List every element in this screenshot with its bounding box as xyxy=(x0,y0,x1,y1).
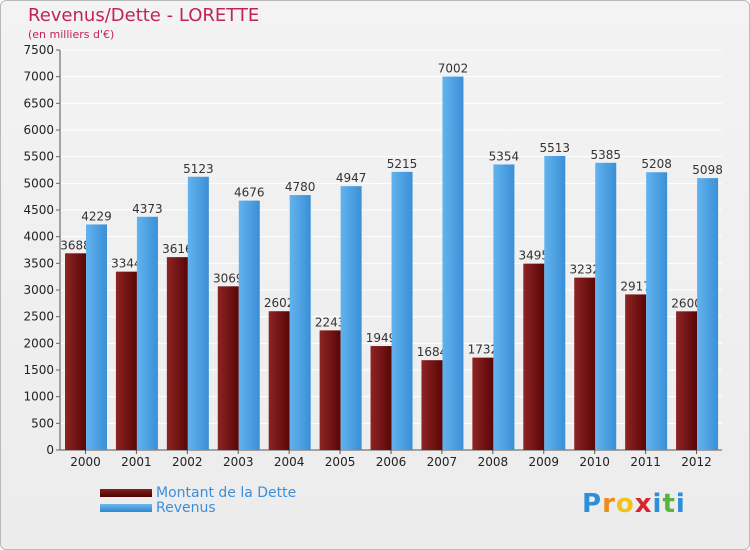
bar-dette xyxy=(676,311,698,450)
y-tick-label: 6500 xyxy=(23,96,54,110)
bar-dette-label: 2602 xyxy=(264,296,295,310)
legend-label-revenus: Revenus xyxy=(156,500,216,516)
bar-dette xyxy=(472,357,494,450)
chart-title: Revenus/Dette - LORETTE xyxy=(28,5,260,26)
y-tick-label: 2500 xyxy=(23,310,54,324)
bar-revenus xyxy=(544,155,566,450)
bar-dette-label: 1732 xyxy=(468,343,499,357)
bar-revenus xyxy=(646,172,668,451)
bar-dette xyxy=(319,330,341,450)
bar-revenus xyxy=(391,171,413,450)
bar-revenus xyxy=(187,176,209,451)
bar-dette xyxy=(421,360,443,450)
y-tick-label: 1500 xyxy=(23,363,54,377)
bar-revenus-label: 5215 xyxy=(387,157,418,171)
y-tick-label: 4000 xyxy=(23,230,54,244)
bar-revenus-label: 5354 xyxy=(489,149,520,163)
bar-revenus-label: 5513 xyxy=(540,141,571,155)
bar-dette-label: 3495 xyxy=(519,249,550,263)
bar-dette-label: 2917 xyxy=(620,279,651,293)
x-tick-label: 2000 xyxy=(70,455,101,469)
bar-dette xyxy=(523,263,545,450)
y-tick-label: 7500 xyxy=(23,43,54,57)
bar-dette xyxy=(217,286,239,450)
bar-dette-label: 3616 xyxy=(162,242,193,256)
bar-revenus xyxy=(697,178,719,450)
chart-subtitle: (en milliers d'€) xyxy=(28,28,115,41)
bar-revenus-label: 5385 xyxy=(590,148,621,162)
bar-dette xyxy=(115,271,137,450)
bar-revenus xyxy=(595,162,617,451)
bar-revenus xyxy=(86,224,107,450)
y-tick-label: 1000 xyxy=(23,390,54,404)
x-tick-label: 2006 xyxy=(376,455,407,469)
x-tick-label: 2012 xyxy=(681,455,712,469)
bar-dette xyxy=(370,346,392,450)
legend-swatch-dette xyxy=(100,489,152,497)
x-tick-label: 2007 xyxy=(427,455,458,469)
bar-dette-label: 3069 xyxy=(213,271,244,285)
legend-swatch-revenus xyxy=(100,504,152,512)
bar-dette xyxy=(166,257,188,450)
legend-label-dette: Montant de la Dette xyxy=(156,485,297,501)
bar-revenus-label: 4229 xyxy=(81,209,112,223)
x-tick-label: 2009 xyxy=(528,455,559,469)
logo-letter: x xyxy=(634,489,653,519)
y-tick-label: 500 xyxy=(31,416,54,430)
bar-revenus-label: 5123 xyxy=(183,162,214,176)
x-tick-label: 2002 xyxy=(172,455,203,469)
bar-revenus-label: 5208 xyxy=(641,157,672,171)
bar-revenus-label: 7002 xyxy=(438,62,469,76)
bar-dette-label: 1949 xyxy=(366,331,397,345)
x-tick-label: 2010 xyxy=(579,455,610,469)
x-tick-label: 2011 xyxy=(630,455,661,469)
bar-revenus xyxy=(340,186,362,450)
bar-dette-label: 3688 xyxy=(60,238,91,252)
proxiti-logo: Proxiti xyxy=(582,489,686,519)
x-tick-label: 2001 xyxy=(121,455,152,469)
bar-revenus xyxy=(289,195,311,450)
y-tick-label: 2000 xyxy=(23,336,54,350)
y-tick-label: 3000 xyxy=(23,283,54,297)
y-tick-label: 4500 xyxy=(23,203,54,217)
x-tick-label: 2003 xyxy=(223,455,254,469)
logo-letter: t xyxy=(662,489,676,519)
bar-revenus-label: 4373 xyxy=(132,202,163,216)
bar-dette xyxy=(65,253,86,450)
bar-revenus-label: 4947 xyxy=(336,171,367,185)
bar-revenus xyxy=(136,216,158,450)
x-tick-label: 2005 xyxy=(325,455,356,469)
y-tick-label: 0 xyxy=(46,443,54,457)
bar-revenus xyxy=(493,164,515,450)
bar-revenus-label: 4780 xyxy=(285,180,316,194)
logo-letter: i xyxy=(652,489,663,519)
y-tick-label: 6000 xyxy=(23,123,54,137)
y-tick-label: 7000 xyxy=(23,70,54,84)
bar-dette-label: 2600 xyxy=(671,296,702,310)
x-tick-label: 2008 xyxy=(478,455,509,469)
logo-letter: o xyxy=(615,489,635,519)
bar-dette-label: 2243 xyxy=(315,315,346,329)
bar-revenus-label: 4676 xyxy=(234,186,265,200)
bar-dette-label: 3232 xyxy=(569,263,600,277)
bar-dette xyxy=(625,294,647,450)
x-tick-label: 2004 xyxy=(274,455,305,469)
bar-revenus xyxy=(442,76,464,450)
bar-revenus-label: 5098 xyxy=(692,163,723,177)
logo-letter: r xyxy=(602,489,616,519)
bar-dette-label: 3344 xyxy=(111,257,142,271)
bar-dette xyxy=(268,311,290,450)
bar-dette-label: 1684 xyxy=(417,345,448,359)
y-tick-label: 5000 xyxy=(23,176,54,190)
y-tick-label: 5500 xyxy=(23,150,54,164)
bar-dette xyxy=(574,277,596,450)
bar-revenus xyxy=(238,200,260,450)
y-tick-label: 3500 xyxy=(23,256,54,270)
logo-letter: P xyxy=(582,489,603,519)
logo-letter: i xyxy=(675,489,686,519)
